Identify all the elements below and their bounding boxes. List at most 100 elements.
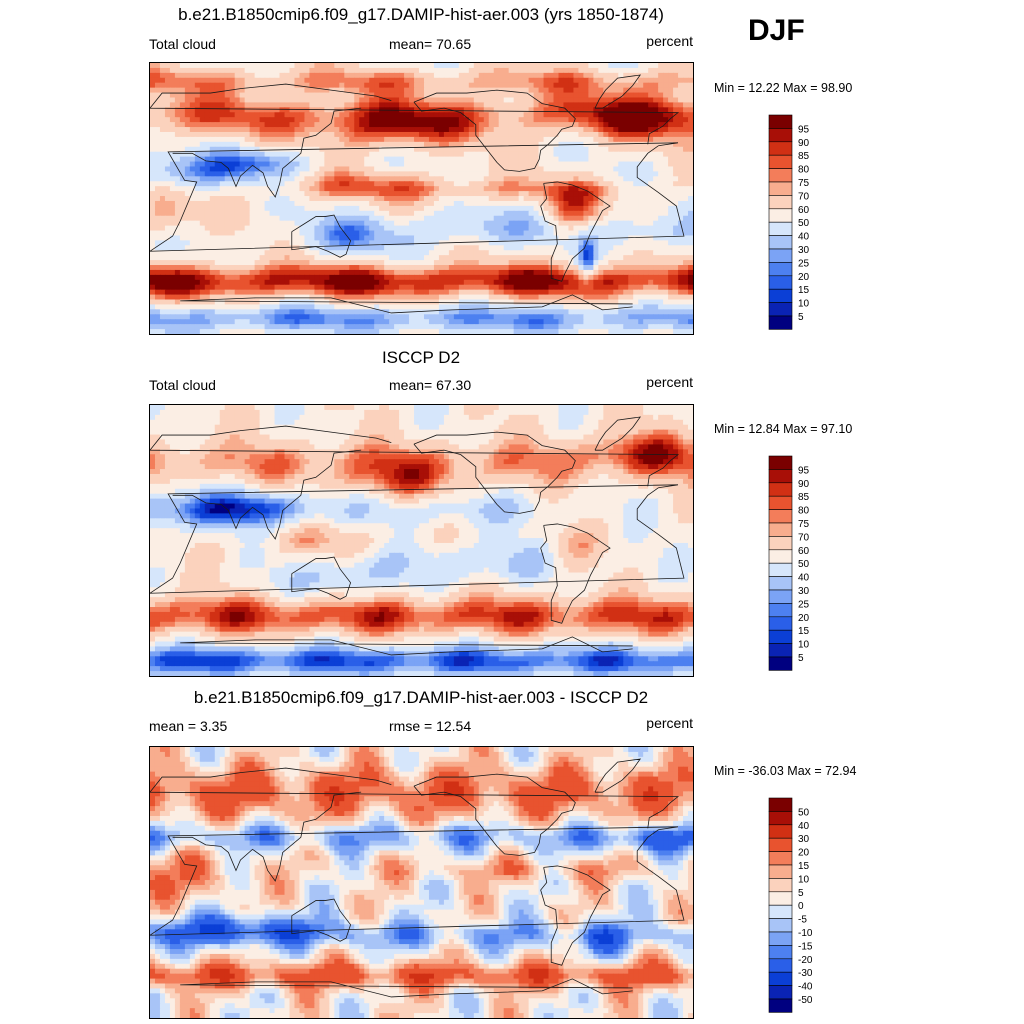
coastline — [172, 449, 362, 540]
colorbar-box — [768, 656, 793, 671]
colorbar-tick-label: 95 — [798, 124, 810, 135]
panel-3-units-label: percent — [646, 715, 693, 731]
colorbar-tick-label: 90 — [798, 138, 810, 149]
colorbar-box — [768, 562, 793, 577]
coastline — [172, 107, 362, 198]
colorbar-tick-label: 80 — [798, 506, 810, 517]
colorbar-box — [768, 878, 793, 893]
colorbar-box — [768, 797, 793, 812]
coastline — [180, 636, 633, 656]
colorbar-tick-label: 60 — [798, 205, 810, 216]
coastline — [150, 142, 685, 252]
coastline — [180, 978, 633, 998]
colorbar-box — [768, 455, 793, 470]
coastline — [291, 214, 352, 258]
colorbar-box — [768, 998, 793, 1013]
colorbar-tick-label: 20 — [798, 848, 810, 859]
panel-2-variable-label: Total cloud — [149, 377, 216, 393]
colorbar-tick-label: 60 — [798, 546, 810, 557]
panel-1-title: b.e21.B1850cmip6.f09_g17.DAMIP-hist-aer.… — [178, 5, 664, 24]
panel-3-title: b.e21.B1850cmip6.f09_g17.DAMIP-hist-aer.… — [193, 688, 649, 707]
colorbar-tick-label: 70 — [798, 191, 810, 202]
coastline — [172, 791, 362, 882]
colorbar-tick-label: 50 — [798, 807, 810, 818]
colorbar-tick-label: 25 — [798, 258, 810, 269]
colorbar-tick-label: 50 — [798, 218, 810, 229]
panel-2-title: ISCCP D2 — [381, 348, 461, 367]
colorbar-box — [768, 629, 793, 644]
coastline — [291, 556, 352, 600]
colorbar-tick-label: 50 — [798, 559, 810, 570]
colorbar-tick-label: -30 — [798, 968, 813, 979]
colorbar-tick-label: 5 — [798, 888, 804, 899]
panel-3-minmax: Min = -36.03 Max = 72.94 — [714, 764, 857, 778]
colorbar-tick-label: 85 — [798, 151, 810, 162]
colorbar-box — [768, 168, 793, 183]
colorbar-box — [768, 643, 793, 658]
colorbar-box — [768, 985, 793, 1000]
colorbar-box — [768, 576, 793, 591]
colorbar-tick-label: 85 — [798, 492, 810, 503]
colorbar-tick-label: 15 — [798, 626, 810, 637]
colorbar-box — [768, 891, 793, 906]
colorbar-box — [768, 495, 793, 510]
coastline — [180, 294, 633, 314]
colorbar-box — [768, 221, 793, 236]
colorbar-tick-label: 30 — [798, 586, 810, 597]
coastline — [150, 767, 680, 829]
panel-1-minmax: Min = 12.22 Max = 98.90 — [714, 81, 853, 95]
colorbar-box — [768, 195, 793, 210]
colorbar-tick-label: 5 — [798, 653, 804, 664]
colorbar-tick-label: 40 — [798, 821, 810, 832]
colorbar-tick-label: -40 — [798, 982, 813, 993]
coastline — [413, 773, 576, 856]
colorbar-box — [768, 549, 793, 564]
colorbar-tick-label: 10 — [798, 299, 810, 310]
colorbar-box — [768, 945, 793, 960]
colorbar-box — [768, 971, 793, 986]
coastline — [150, 826, 685, 936]
colorbar-tick-label: 95 — [798, 465, 810, 476]
colorbar-box — [768, 114, 793, 129]
coastline — [291, 898, 352, 942]
coastline — [540, 181, 611, 282]
colorbar-tick-label: 30 — [798, 245, 810, 256]
panel-1-mean-label: mean= 70.65 — [389, 36, 472, 52]
colorbar-box — [768, 918, 793, 933]
colorbar-tick-label: -10 — [798, 928, 813, 939]
panel-1-units-label: percent — [646, 33, 693, 49]
coastline — [413, 431, 576, 514]
colorbar-box — [768, 864, 793, 879]
colorbar-box — [768, 302, 793, 317]
coastline — [594, 416, 642, 451]
colorbar-box — [768, 262, 793, 277]
colorbar-box — [768, 824, 793, 839]
colorbar-tick-label: 25 — [798, 599, 810, 610]
colorbar-box — [768, 904, 793, 919]
colorbar-tick-label: -15 — [798, 941, 813, 952]
coastline — [413, 89, 576, 172]
colorbar-tick-label: 70 — [798, 532, 810, 543]
coastline — [594, 74, 642, 109]
colorbar-box — [768, 958, 793, 973]
colorbar-tick-label: 15 — [798, 861, 810, 872]
colorbar-box — [768, 536, 793, 551]
colorbar-tick-label: -50 — [798, 995, 813, 1006]
colorbar-box — [768, 315, 793, 330]
colorbar-box — [768, 482, 793, 497]
colorbar-box — [768, 522, 793, 537]
colorbar-tick-label: 40 — [798, 232, 810, 243]
panel-1-variable-label: Total cloud — [149, 36, 216, 52]
colorbar-tick-label: 75 — [798, 178, 810, 189]
panel-2-mean-label: mean= 67.30 — [389, 377, 472, 393]
colorbar-box — [768, 208, 793, 223]
colorbar-box — [768, 288, 793, 303]
panel-3-rmse-label: rmse = 12.54 — [389, 718, 472, 734]
panel-1-colorbar: 95 90 85 80 75 70 60 50 40 30 25 20 15 10 5 — [768, 114, 810, 330]
coastline — [540, 865, 611, 966]
panel-2-map — [149, 404, 694, 677]
colorbar-box — [768, 235, 793, 250]
colorbar-box — [768, 469, 793, 484]
colorbar-box — [768, 837, 793, 852]
colorbar-box — [768, 128, 793, 143]
